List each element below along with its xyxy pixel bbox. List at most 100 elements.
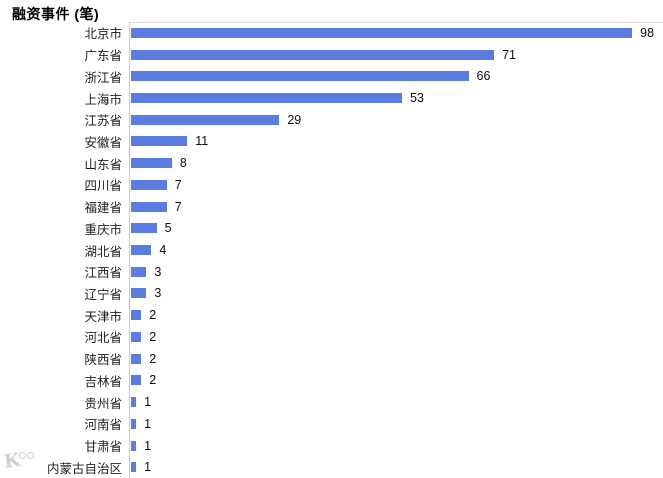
bar-value-label: 53 [410,91,424,106]
chart-title: 融资事件 (笔) [12,6,100,22]
bar-row: 福建省 7 [0,196,663,218]
bar [131,397,137,408]
bar-value-label: 98 [640,25,655,40]
bar-zone: 4 [130,239,663,261]
bar-row: 吉林省 2 [0,370,663,392]
bar-zone: 66 [130,65,663,87]
bar-zone: 5 [130,217,663,239]
bar-value-label: 2 [149,308,157,323]
plot-top-border [129,22,663,23]
bar-zone: 1 [130,413,663,435]
bar-value-label: 5 [164,221,172,236]
bar-rows: 北京市 98 广东省 71 浙江省 66 上海市 53 江苏省 29 安徽省 11 山东省 8 四川省 7 福建… [0,22,663,478]
bar-value-label: 2 [149,373,157,388]
bar [131,71,469,82]
bar-value-label: 2 [149,351,157,366]
bar-zone: 2 [130,348,663,370]
bar [131,114,280,125]
bar [131,179,167,190]
category-label: 山东省 [84,157,122,172]
bar [131,158,172,169]
bar-row: 湖北省 4 [0,239,663,261]
bar-zone: 3 [130,261,663,283]
bar-row: 安徽省 11 [0,131,663,153]
category-label: 北京市 [84,27,122,42]
bar-row: 江西省 3 [0,261,663,283]
bar-row: 河南省 1 [0,413,663,435]
bar-value-label: 2 [149,329,157,344]
bar-row: 河北省 2 [0,326,663,348]
category-label: 上海市 [84,92,122,107]
category-label: 河北省 [84,331,122,346]
bar [131,266,147,277]
bar-zone: 53 [130,87,663,109]
bar-row: 贵州省 1 [0,391,663,413]
bar-row: 重庆市 5 [0,217,663,239]
category-label: 江苏省 [84,114,122,129]
category-label: 河南省 [84,418,122,433]
bar [131,462,137,473]
bar [131,245,152,256]
bar-zone: 7 [130,196,663,218]
category-label: 福建省 [84,201,122,216]
bar-row: 浙江省 66 [0,65,663,87]
category-label: 四川省 [84,179,122,194]
bar-value-label: 29 [287,112,302,127]
bar-zone: 8 [130,152,663,174]
category-label: 安徽省 [84,135,122,150]
bar-value-label: 8 [179,156,187,171]
bar-zone: 3 [130,283,663,305]
category-label: 重庆市 [84,222,122,237]
bar-value-label: 1 [144,438,152,453]
bar-row: 四川省 7 [0,174,663,196]
bar-chart: 北京市 98 广东省 71 浙江省 66 上海市 53 江苏省 29 安徽省 11 山东省 8 四川省 7 福建… [0,22,663,478]
category-label: 内蒙古自治区 [46,461,122,476]
bar-zone: 11 [130,131,663,153]
bar [131,331,142,342]
category-label: 天津市 [84,309,122,324]
y-axis-line [129,22,130,478]
bar-value-label: 4 [159,243,167,258]
category-label: 江西省 [84,266,122,281]
bar-row: 内蒙古自治区 1 [0,456,663,478]
bar-row: 辽宁省 3 [0,283,663,305]
category-label: 吉林省 [84,374,122,389]
bar-value-label: 1 [144,416,152,431]
bar-value-label: 3 [154,264,162,279]
category-label: 辽宁省 [84,287,122,302]
bar [131,223,157,234]
bar-zone: 1 [130,435,663,457]
bar-row: 甘肃省 1 [0,435,663,457]
bar-row: 江苏省 29 [0,109,663,131]
bar [131,288,147,299]
category-label: 贵州省 [84,396,122,411]
bar-value-label: 1 [144,395,152,410]
bar-row: 上海市 53 [0,87,663,109]
bar [131,353,142,364]
bar-zone: 29 [130,109,663,131]
bar [131,93,402,104]
bar [131,201,167,212]
bar-zone: 2 [130,304,663,326]
bar-zone: 98 [130,22,663,44]
bar-value-label: 7 [174,177,182,192]
bar [131,49,495,60]
bar [131,310,142,321]
bar-row: 天津市 2 [0,304,663,326]
bar [131,440,137,451]
bar-zone: 7 [130,174,663,196]
category-label: 浙江省 [84,70,122,85]
category-label: 湖北省 [84,244,122,259]
bar-row: 广东省 71 [0,44,663,66]
category-label: 甘肃省 [84,440,122,455]
bar-zone: 1 [130,391,663,413]
category-label: 陕西省 [84,353,122,368]
bar-value-label: 11 [195,134,209,149]
category-label: 广东省 [84,49,122,64]
bar-value-label: 66 [476,69,491,84]
bar [131,418,137,429]
bar [131,27,633,38]
bar-zone: 1 [130,456,663,478]
bar [131,136,188,147]
